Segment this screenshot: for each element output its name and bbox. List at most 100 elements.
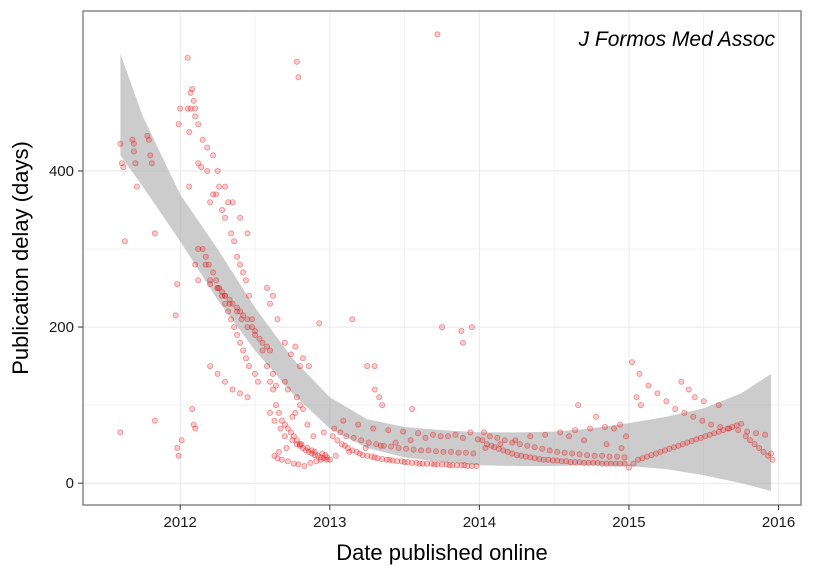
data-point xyxy=(337,429,344,436)
data-point xyxy=(428,460,435,467)
data-point xyxy=(311,448,318,455)
data-point xyxy=(269,292,276,299)
data-point xyxy=(287,351,294,358)
data-point xyxy=(407,437,414,444)
data-point xyxy=(307,459,314,466)
data-point xyxy=(509,439,516,446)
data-point xyxy=(145,136,152,143)
data-point xyxy=(590,459,597,466)
data-point xyxy=(214,284,221,291)
data-point xyxy=(266,300,273,307)
data-point xyxy=(753,430,760,437)
data-point xyxy=(455,449,462,456)
data-point xyxy=(281,339,288,346)
data-point xyxy=(371,454,378,461)
data-point xyxy=(437,433,444,440)
data-point xyxy=(527,433,534,440)
data-point xyxy=(374,455,381,462)
data-point xyxy=(186,128,193,135)
data-point xyxy=(617,421,624,428)
data-point xyxy=(368,453,375,460)
data-point xyxy=(266,409,273,416)
data-point xyxy=(207,199,214,206)
data-point xyxy=(355,421,362,428)
data-point xyxy=(290,460,297,467)
data-point xyxy=(240,269,247,276)
data-point xyxy=(238,316,245,323)
data-point xyxy=(762,431,769,438)
data-point xyxy=(147,152,154,159)
data-point xyxy=(756,444,763,451)
data-point xyxy=(459,434,466,441)
data-point xyxy=(735,427,742,434)
data-point xyxy=(760,448,767,455)
data-point xyxy=(769,456,776,463)
data-point xyxy=(177,105,184,112)
data-point xyxy=(572,427,579,434)
data-point xyxy=(410,446,417,453)
data-point xyxy=(319,450,326,457)
data-point xyxy=(195,277,202,284)
data-point xyxy=(293,437,300,444)
data-point xyxy=(364,452,371,459)
data-point xyxy=(263,343,270,350)
data-point xyxy=(299,405,306,412)
data-point xyxy=(678,378,685,385)
data-point xyxy=(281,378,288,385)
x-tick-label: 2015 xyxy=(612,514,645,531)
data-point xyxy=(429,431,436,438)
x-tick-label: 2012 xyxy=(164,514,197,531)
data-point xyxy=(202,253,209,260)
data-point xyxy=(295,461,302,468)
data-point xyxy=(409,459,416,466)
data-point xyxy=(245,292,252,299)
data-point xyxy=(611,425,618,432)
data-point xyxy=(621,454,628,461)
data-point xyxy=(341,442,348,449)
data-point xyxy=(277,425,284,432)
data-point xyxy=(174,281,181,288)
data-point xyxy=(283,444,290,451)
data-point xyxy=(584,452,591,459)
data-point xyxy=(305,363,312,370)
data-point xyxy=(494,434,501,441)
data-point xyxy=(423,460,430,467)
data-point xyxy=(259,339,266,346)
data-point xyxy=(699,417,706,424)
data-point xyxy=(467,429,474,436)
data-point xyxy=(425,447,432,454)
data-point xyxy=(242,277,249,284)
data-point xyxy=(618,444,625,451)
data-point xyxy=(358,437,365,444)
data-point xyxy=(652,450,659,457)
data-point xyxy=(237,390,244,397)
data-point xyxy=(602,423,609,430)
data-point xyxy=(376,394,383,401)
data-point xyxy=(207,281,214,288)
data-point xyxy=(379,455,386,462)
data-point xyxy=(189,86,196,93)
data-point xyxy=(298,441,305,448)
data-point xyxy=(575,402,582,409)
data-point xyxy=(311,452,318,459)
data-point xyxy=(144,132,151,139)
data-point xyxy=(189,405,196,412)
data-point xyxy=(184,54,191,61)
data-point xyxy=(639,455,646,462)
data-point xyxy=(594,459,601,466)
data-point xyxy=(199,136,206,143)
data-point xyxy=(621,460,628,467)
data-point xyxy=(483,441,490,448)
data-point xyxy=(323,454,330,461)
data-point xyxy=(563,458,570,465)
data-point xyxy=(623,433,630,440)
data-point xyxy=(422,434,429,441)
data-point xyxy=(118,160,125,167)
data-point xyxy=(117,140,124,147)
data-point xyxy=(274,316,281,323)
data-point xyxy=(738,420,745,427)
data-point xyxy=(349,447,356,454)
data-point xyxy=(278,456,285,463)
data-point xyxy=(612,460,619,467)
